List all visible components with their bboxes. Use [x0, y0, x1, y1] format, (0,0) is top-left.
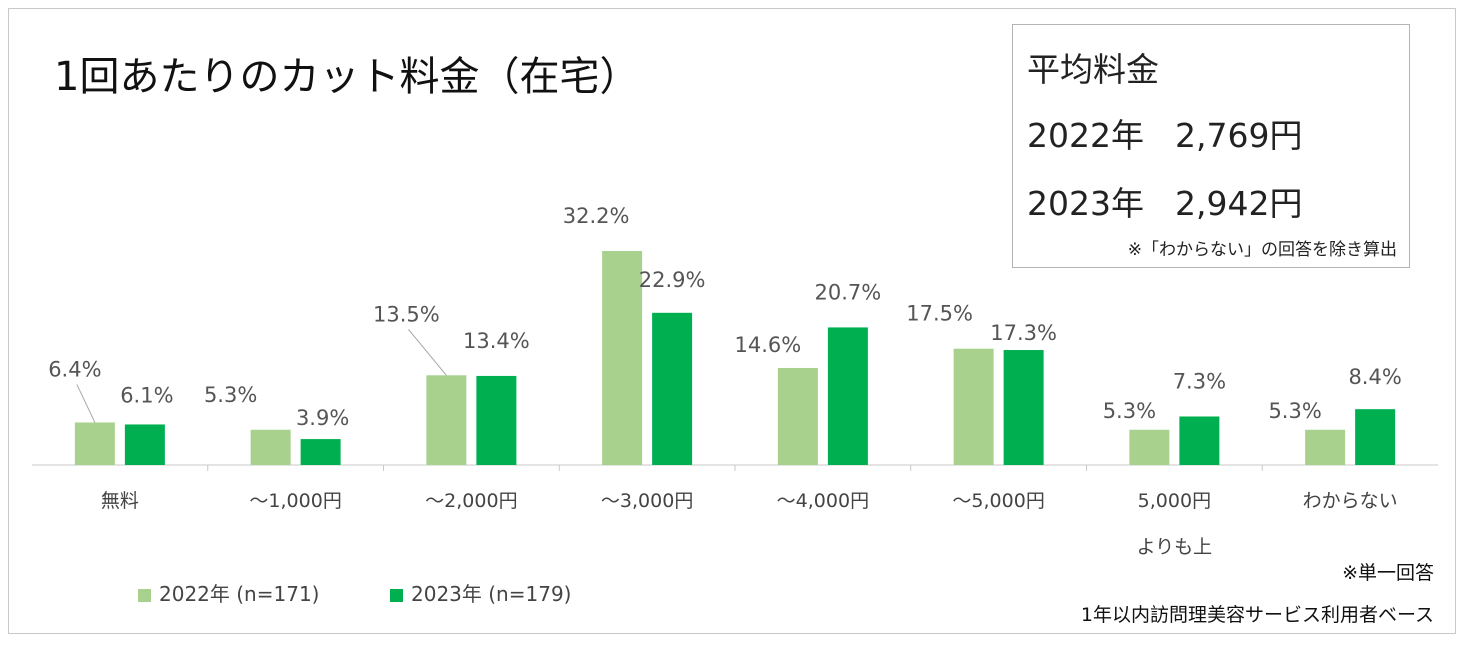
- average-price-value: 2,769円: [1175, 116, 1303, 155]
- average-price-note: ※「わからない」の回答を除き算出: [1127, 240, 1397, 260]
- category-label: 5,000円: [1138, 490, 1211, 512]
- category-label: ～5,000円: [952, 490, 1044, 512]
- average-price-box: 平均料金 2022年 2,769円 2023年 2,942円 ※「わからない」の回答…: [1012, 24, 1410, 268]
- average-price-year: 2023年: [1027, 184, 1144, 223]
- data-label-2023: 17.3%: [990, 321, 1057, 345]
- legend-swatch-2023: [390, 589, 403, 602]
- legend-item-2023: 2023年 (n=179): [390, 578, 571, 607]
- label-leader-line: [76, 384, 96, 423]
- single-answer-note: ※単一回答: [1342, 562, 1434, 584]
- category-label: ～2,000円: [425, 490, 517, 512]
- category-label: 無料: [101, 490, 139, 512]
- data-label-2022: 5.3%: [1103, 399, 1156, 423]
- bar-2022: [74, 422, 115, 465]
- legend-label-2022: 2022年 (n=171): [159, 582, 320, 606]
- chart-title: 1回あたりのカット料金（在宅）: [54, 54, 640, 100]
- bar-2023: [1355, 409, 1396, 465]
- data-label-2022: 14.6%: [735, 333, 802, 357]
- bar-2022: [777, 367, 818, 465]
- category-label: ～1,000円: [249, 490, 341, 512]
- data-label-2023: 20.7%: [815, 280, 882, 304]
- legend-label-2023: 2023年 (n=179): [411, 582, 572, 606]
- bar-2023: [476, 375, 517, 465]
- bar-2022: [602, 251, 643, 465]
- bar-2022: [426, 375, 467, 465]
- data-label-2023: 7.3%: [1173, 369, 1226, 393]
- bar-2023: [124, 424, 165, 465]
- data-label-2022: 5.3%: [204, 383, 257, 407]
- data-label-2023: 6.1%: [120, 383, 173, 407]
- data-label-2022: 13.5%: [373, 302, 440, 326]
- chart-frame: [8, 8, 1456, 634]
- average-price-heading: 平均料金: [1027, 50, 1159, 89]
- label-leader-line: [407, 328, 447, 376]
- category-label: ～3,000円: [601, 490, 693, 512]
- bar-2023: [1003, 350, 1044, 465]
- average-price-row-2023: 2023年 2,942円: [1027, 177, 1302, 225]
- legend-item-2022: 2022年 (n=171): [138, 578, 319, 607]
- data-label-2023: 22.9%: [639, 268, 706, 292]
- data-label-2022: 5.3%: [1268, 399, 1321, 423]
- data-label-2022: 6.4%: [48, 357, 101, 381]
- category-label: よりも上: [1137, 536, 1213, 558]
- data-label-2023: 13.4%: [463, 329, 530, 353]
- bar-2022: [1129, 429, 1170, 465]
- bar-2022: [250, 429, 291, 465]
- average-price-value: 2,942円: [1175, 184, 1303, 223]
- data-label-2022: 32.2%: [563, 204, 630, 228]
- data-label-2023: 3.9%: [296, 406, 349, 430]
- bar-2023: [827, 327, 868, 465]
- bar-2022: [1305, 429, 1346, 465]
- bar-2022: [953, 348, 994, 465]
- category-label: ～4,000円: [777, 490, 869, 512]
- average-price-year: 2022年: [1027, 116, 1144, 155]
- legend-swatch-2022: [138, 589, 151, 602]
- bar-2023: [1179, 416, 1220, 465]
- bar-2023: [652, 312, 693, 465]
- category-label: わからない: [1303, 490, 1398, 512]
- respondent-base-note: 1年以内訪問理美容サービス利用者ベース: [1080, 604, 1434, 626]
- data-label-2022: 17.5%: [906, 302, 973, 326]
- bar-2023: [300, 439, 341, 465]
- data-label-2023: 8.4%: [1348, 365, 1401, 389]
- average-price-row-2022: 2022年 2,769円: [1027, 109, 1302, 157]
